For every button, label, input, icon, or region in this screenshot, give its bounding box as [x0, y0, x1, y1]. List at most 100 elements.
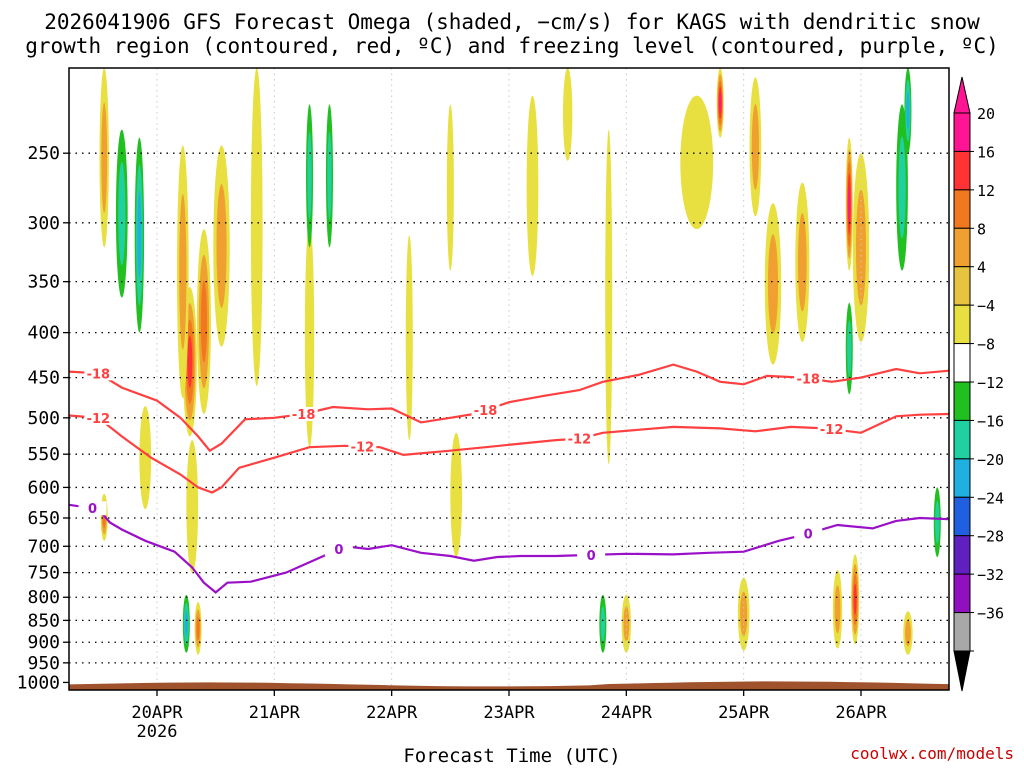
omega-cell-2-2: [200, 280, 208, 363]
y-tick-label-700: 700: [27, 536, 60, 557]
omega-cell-13-0: [304, 222, 315, 448]
colorbar-cell-1: [953, 150, 971, 191]
grid: [69, 68, 949, 690]
contour-label-bg-2-1: [324, 541, 353, 556]
x-tick-label-5: 25APR: [718, 703, 770, 723]
colorbar-label-3: 8: [977, 220, 986, 238]
colorbar-cell-5: [953, 304, 971, 345]
contour-label-2-3: 0: [804, 528, 813, 543]
contour-label-bg-1-0: [84, 410, 113, 425]
colorbar-label-13: −36: [977, 605, 1004, 623]
omega-cell-21-0: [680, 95, 714, 230]
y-tick-label-750: 750: [27, 563, 60, 584]
contour-label-bg-0-0: [84, 366, 113, 381]
y-tick-label-450: 450: [27, 368, 60, 389]
contour-label-bg-1-3: [817, 422, 846, 437]
omega-cell-30-1: [834, 585, 841, 634]
omega-cell-23-1: [751, 104, 760, 190]
title-line-2: growth region (contoured, red, ºC) and f…: [25, 34, 999, 58]
colorbar-label-7: −12: [977, 374, 1004, 392]
colorbar-cell-3: [953, 227, 971, 268]
y-tick-label-950: 950: [27, 653, 60, 674]
x-tick-label-1: 21APR: [249, 703, 301, 723]
colorbar-label-6: −8: [977, 336, 995, 354]
colorbar-cell-7: [953, 381, 971, 421]
colorbar-cell-11: [953, 535, 971, 575]
x-tick-label-3: 23APR: [483, 703, 535, 723]
omega-cell-36-1: [307, 131, 312, 220]
contour-label-1-1: -12: [351, 440, 375, 455]
contours: -18 -18 -18 -18 -12 -12 -12 -12 0 0 0 0: [68, 363, 950, 594]
contour-label-bg-1-1: [348, 439, 377, 454]
y-tick-label-300: 300: [27, 213, 60, 234]
colorbar-cell-9: [953, 458, 971, 498]
contour-label-1-0: -12: [87, 412, 111, 427]
y-tick-label-500: 500: [27, 408, 60, 429]
y-tick-label-600: 600: [27, 477, 60, 498]
contour-label-bg-1-2: [565, 431, 594, 446]
colorbar-cell-0: [953, 112, 971, 152]
colorbar-label-0: 20: [977, 105, 995, 123]
colorbar-label-2: 12: [977, 182, 995, 200]
colorbar-label-4: 4: [977, 259, 986, 277]
colorbar-cell-2: [953, 189, 971, 229]
colorbar-over-triangle: [953, 76, 971, 114]
omega-cell-33-1: [935, 500, 940, 544]
omega-cell-5-1: [101, 102, 108, 213]
omega-cell-15-0: [405, 235, 413, 441]
colorbar-label-5: −4: [977, 297, 995, 315]
y-tick-label-900: 900: [27, 632, 60, 653]
omega-cell-31-1: [905, 619, 911, 647]
colorbar-cell-6: [953, 343, 971, 383]
colorbar-label-1: 16: [977, 143, 995, 161]
omega-cell-37-0: [562, 68, 573, 161]
y-tick-label-1000: 1000: [17, 672, 60, 693]
contour-label-bg-0-2: [471, 403, 500, 418]
contour-label-0-1: -18: [292, 408, 316, 423]
omega-cell-22-4: [719, 92, 722, 113]
colorbar-label-11: −28: [977, 528, 1004, 546]
omega-cell-0-3: [187, 335, 193, 388]
contour-label-0-2: -18: [474, 404, 498, 419]
omega-cell-16-0: [450, 432, 463, 558]
omega-cell-26-1: [798, 213, 807, 312]
contour-label-2-2: 0: [587, 549, 596, 564]
colorbar-cell-4: [953, 266, 971, 306]
contour-label-bg-2-0: [78, 501, 107, 516]
colorbar-label-8: −16: [977, 412, 1004, 430]
contour-label-1-2: -12: [568, 433, 592, 448]
colorbar-label-10: −24: [977, 489, 1004, 507]
omega-cell-25-1: [740, 591, 748, 637]
omega-cell-28-1: [855, 189, 867, 306]
credit-link[interactable]: coolwx.com/models: [850, 744, 1014, 763]
omega-cell-29-3: [853, 583, 857, 615]
y-tick-label-650: 650: [27, 508, 60, 529]
y-tick-label-400: 400: [27, 323, 60, 344]
contour-1: [68, 412, 950, 494]
contour-label-0-0: -18: [87, 367, 111, 382]
colorbar-cell-8: [953, 419, 971, 460]
contour-label-2-1: 0: [334, 543, 343, 558]
contour-2: [68, 503, 950, 594]
contour-label-2-0: 0: [88, 502, 97, 517]
x-tick-label-2: 22APR: [366, 703, 418, 723]
y-tick-label-550: 550: [27, 444, 60, 465]
y-tick-label-800: 800: [27, 587, 60, 608]
omega-cell-24-1: [767, 234, 779, 334]
x-tick-label-6: 26APR: [835, 703, 887, 723]
omega-cell-4-0: [186, 440, 199, 573]
x-tick-sublabel-0: 2026: [137, 722, 178, 742]
omega-cell-11-2: [196, 616, 200, 641]
x-axis-title: Forecast Time (UTC): [403, 745, 621, 767]
omega-shading: [99, 68, 941, 655]
omega-cell-34-1: [847, 320, 852, 377]
omega-cell-9-0: [139, 406, 152, 510]
omega-cell-12-0: [250, 68, 263, 386]
ground-fill: [69, 681, 949, 690]
omega-cell-35-2: [906, 91, 910, 130]
omega-cell-6-2: [137, 191, 142, 279]
omega-cell-10-2: [184, 610, 188, 637]
omega-cell-32-1: [898, 136, 906, 239]
colorbar-cell-10: [953, 496, 971, 537]
